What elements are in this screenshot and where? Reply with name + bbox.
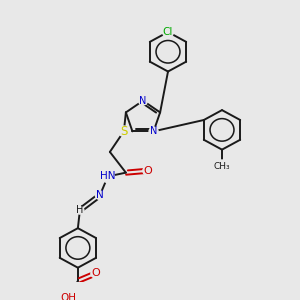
Text: N: N [139,96,147,106]
Circle shape [101,170,114,182]
Text: CH₃: CH₃ [214,162,230,171]
Text: O: O [92,268,100,278]
Text: S: S [120,125,128,138]
Text: Cl: Cl [163,27,173,37]
Text: OH: OH [60,293,76,300]
Text: O: O [143,166,152,176]
Circle shape [143,166,153,176]
Text: N: N [150,126,157,136]
Circle shape [76,206,84,214]
Text: H: H [76,205,84,215]
Circle shape [139,97,148,105]
Text: N: N [96,190,104,200]
Circle shape [118,126,129,136]
Circle shape [91,268,101,278]
Circle shape [149,127,158,136]
Circle shape [163,27,173,37]
Text: HN: HN [100,171,116,182]
Circle shape [62,292,74,300]
Circle shape [95,191,104,200]
Circle shape [215,160,229,173]
